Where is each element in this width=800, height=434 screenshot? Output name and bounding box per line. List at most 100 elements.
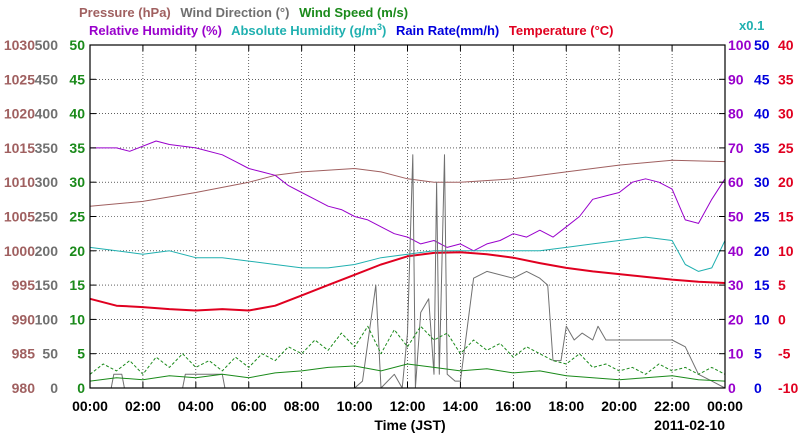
y-tick-label-pressure: 1015 bbox=[4, 140, 35, 156]
series-absolute-humidity bbox=[89, 236, 726, 272]
y-tick-label-relative-humidity: 70 bbox=[728, 140, 744, 156]
series-wind-speed-gust- bbox=[89, 325, 726, 375]
y-tick-label-rain-rate: 40 bbox=[754, 106, 770, 122]
legend-rain-scale: x0.1 bbox=[739, 18, 764, 33]
svg-text:Pressure (hPa) Wind Direct: Pressure (hPa) Wind Direction (°) Wind S… bbox=[79, 5, 408, 20]
x-tick-label: 06:00 bbox=[231, 398, 267, 414]
x-axis-label: Time (JST) bbox=[374, 417, 445, 433]
y-tick-label-temperature: -10 bbox=[778, 380, 798, 396]
y-tick-label-wind-speed: 50 bbox=[69, 37, 85, 53]
y-tick-label-rain-rate: 30 bbox=[754, 174, 770, 190]
y-tick-label-wind-speed: 45 bbox=[69, 71, 85, 87]
legend-absolute-humidity: Absolute Humidity (g/m bbox=[231, 23, 377, 38]
date-label: 2011-02-10 bbox=[654, 417, 725, 433]
y-tick-label-wind-direction: 300 bbox=[35, 174, 59, 190]
legend-absolute-humidity-sup: 3 bbox=[377, 22, 382, 32]
y-tick-label-wind-speed: 15 bbox=[69, 277, 85, 293]
grid bbox=[90, 45, 725, 388]
y-tick-label-rain-rate: 25 bbox=[754, 209, 770, 225]
x-tick-label: 20:00 bbox=[601, 398, 637, 414]
y-tick-label-pressure: 980 bbox=[12, 380, 36, 396]
svg-text:Relative Humidity (%) Abso: Relative Humidity (%) Absolute Humidity … bbox=[89, 22, 614, 38]
series-relative-humidity bbox=[90, 140, 726, 252]
series-temperature bbox=[89, 251, 726, 312]
y-tick-label-wind-direction: 400 bbox=[35, 106, 59, 122]
y-tick-label-wind-speed: 10 bbox=[69, 311, 85, 327]
legend-wind-speed: Wind Speed (m/s) bbox=[299, 5, 408, 20]
y-tick-label-temperature: 35 bbox=[778, 71, 794, 87]
y-tick-label-rain-rate: 20 bbox=[754, 243, 770, 259]
y-tick-label-wind-speed: 5 bbox=[77, 346, 85, 362]
y-tick-label-wind-speed: 20 bbox=[69, 243, 85, 259]
y-tick-label-temperature: 20 bbox=[778, 174, 794, 190]
x-tick-label: 10:00 bbox=[337, 398, 373, 414]
x-tick-label: 00:00 bbox=[707, 398, 743, 414]
y-tick-label-relative-humidity: 90 bbox=[728, 71, 744, 87]
y-tick-label-relative-humidity: 100 bbox=[728, 37, 752, 53]
y-tick-label-relative-humidity: 50 bbox=[728, 209, 744, 225]
y-tick-label-rain-rate: 45 bbox=[754, 71, 770, 87]
x-tick-label: 02:00 bbox=[125, 398, 161, 414]
y-tick-label-relative-humidity: 20 bbox=[728, 311, 744, 327]
y-tick-label-wind-speed: 35 bbox=[69, 140, 85, 156]
y-tick-label-wind-direction: 0 bbox=[50, 380, 58, 396]
y-tick-label-relative-humidity: 0 bbox=[728, 380, 736, 396]
y-tick-label-relative-humidity: 10 bbox=[728, 346, 744, 362]
y-tick-label-temperature: 10 bbox=[778, 243, 794, 259]
y-tick-label-pressure: 1025 bbox=[4, 71, 35, 87]
x-tick-label: 08:00 bbox=[284, 398, 320, 414]
y-tick-label-pressure: 995 bbox=[12, 277, 36, 293]
y-tick-label-wind-direction: 200 bbox=[35, 243, 59, 259]
x-tick-label: 18:00 bbox=[548, 398, 584, 414]
y-tick-label-wind-speed: 25 bbox=[69, 209, 85, 225]
y-tick-label-temperature: 15 bbox=[778, 209, 794, 225]
x-tick-label: 14:00 bbox=[443, 398, 479, 414]
y-tick-label-temperature: -5 bbox=[778, 346, 791, 362]
y-tick-label-wind-direction: 250 bbox=[35, 209, 59, 225]
y-tick-label-wind-speed: 40 bbox=[69, 106, 85, 122]
axes-group: 00:00 02:00 04:00 06:00 08:00 10:00 12:00 14:00… bbox=[4, 37, 799, 414]
legend-rain-rate: Rain Rate(mm/h) bbox=[396, 23, 499, 38]
series-group bbox=[89, 140, 726, 389]
y-tick-label-wind-direction: 500 bbox=[35, 37, 59, 53]
y-tick-label-temperature: 40 bbox=[778, 37, 794, 53]
y-tick-label-wind-direction: 150 bbox=[35, 277, 59, 293]
y-tick-label-rain-rate: 15 bbox=[754, 277, 770, 293]
y-tick-label-rain-rate: 0 bbox=[754, 380, 762, 396]
y-tick-label-temperature: 25 bbox=[778, 140, 794, 156]
y-tick-label-pressure: 1030 bbox=[4, 37, 35, 53]
legend-temperature: Temperature (°C) bbox=[509, 23, 614, 38]
y-tick-label-wind-direction: 50 bbox=[42, 346, 58, 362]
y-tick-label-wind-direction: 100 bbox=[35, 311, 59, 327]
x-tick-label: 00:00 bbox=[72, 398, 108, 414]
y-tick-label-wind-speed: 30 bbox=[69, 174, 85, 190]
y-tick-label-rain-rate: 50 bbox=[754, 37, 770, 53]
y-tick-label-rain-rate: 10 bbox=[754, 311, 770, 327]
x-tick-label: 22:00 bbox=[654, 398, 690, 414]
x-tick-label: 16:00 bbox=[495, 398, 531, 414]
y-tick-label-pressure: 1020 bbox=[4, 106, 35, 122]
y-tick-label-relative-humidity: 60 bbox=[728, 174, 744, 190]
legend-relative-humidity: Relative Humidity (%) bbox=[89, 23, 222, 38]
y-tick-label-pressure: 990 bbox=[12, 311, 36, 327]
y-tick-label-relative-humidity: 80 bbox=[728, 106, 744, 122]
series-wind-speed-avg- bbox=[89, 363, 726, 382]
y-tick-label-wind-direction: 350 bbox=[35, 140, 59, 156]
legend-pressure: Pressure (hPa) bbox=[79, 5, 171, 20]
y-tick-label-rain-rate: 5 bbox=[754, 346, 762, 362]
y-tick-label-temperature: 5 bbox=[778, 277, 786, 293]
y-tick-label-temperature: 30 bbox=[778, 106, 794, 122]
series-pressure bbox=[89, 159, 726, 207]
y-tick-label-rain-rate: 35 bbox=[754, 140, 770, 156]
y-tick-label-pressure: 1000 bbox=[4, 243, 35, 259]
y-tick-label-relative-humidity: 30 bbox=[728, 277, 744, 293]
y-tick-label-relative-humidity: 40 bbox=[728, 243, 744, 259]
y-tick-label-pressure: 985 bbox=[12, 346, 36, 362]
x-tick-label: 12:00 bbox=[390, 398, 426, 414]
y-tick-label-pressure: 1005 bbox=[4, 209, 35, 225]
y-tick-label-wind-speed: 0 bbox=[77, 380, 85, 396]
y-tick-label-temperature: 0 bbox=[778, 311, 786, 327]
y-tick-label-pressure: 1010 bbox=[4, 174, 35, 190]
y-tick-label-wind-direction: 450 bbox=[35, 71, 59, 87]
